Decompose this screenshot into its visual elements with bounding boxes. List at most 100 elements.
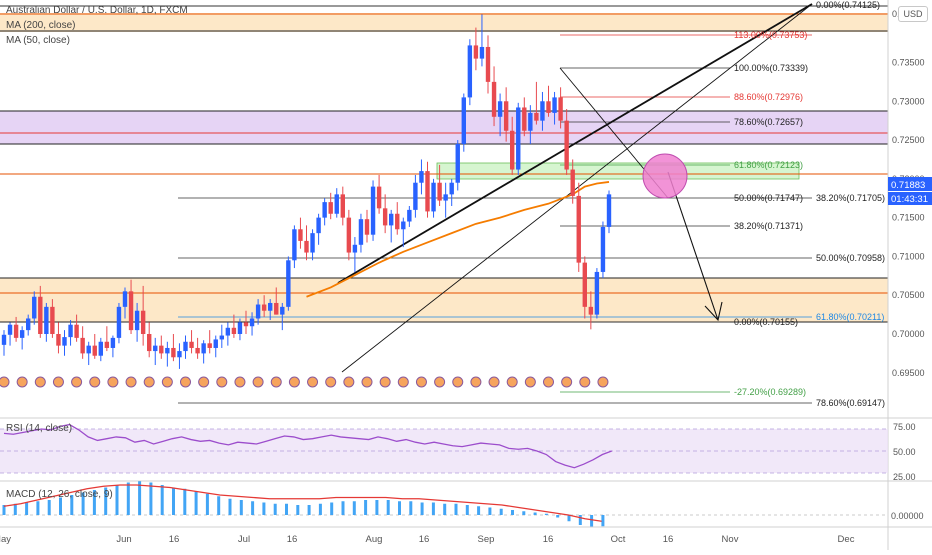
candle-body [116, 306, 122, 338]
event-icon [71, 376, 83, 388]
macd-histogram [2, 481, 605, 528]
macd-hist-bar [330, 502, 334, 515]
candle-body [534, 112, 539, 121]
candle-body [261, 304, 267, 311]
candle-body [564, 120, 569, 170]
macd-hist-bar [194, 491, 198, 515]
candle-body [56, 334, 61, 346]
price-axis[interactable] [888, 0, 932, 550]
event-icon [34, 376, 46, 388]
macd-hist-bar [590, 515, 594, 528]
macd-hist-bar [420, 502, 424, 515]
trendline [341, 3, 813, 373]
time-axis[interactable]: May Jun 16 Jul 16 Aug 16 Sep 16 Oct 16 Nov Dec [0, 534, 855, 545]
macd-hist-bar [92, 490, 96, 515]
current-price-badge [888, 177, 932, 191]
fib-label: 61.80%(0.70211) [816, 312, 884, 322]
candle-body [237, 322, 243, 334]
price-tick-label: 0.73000 [892, 96, 925, 106]
candle-body [413, 182, 418, 210]
event-icon [597, 376, 609, 388]
event-markers-layer [0, 376, 609, 388]
macd-hist-bar [443, 503, 447, 515]
macd-tick: 0.00000 [891, 511, 924, 521]
macd-hist-bar [126, 482, 130, 515]
candle-body [268, 302, 273, 311]
macd-hist-bar [318, 503, 322, 515]
macd-title: MACD (12, 26, close, 9) [6, 489, 113, 500]
candle-body [292, 229, 297, 261]
candle-body [274, 302, 279, 315]
macd-hist-bar [454, 503, 458, 515]
candle-body [503, 101, 509, 131]
macd-hist-bar [522, 511, 526, 515]
candle-body [134, 310, 140, 331]
candle-body [159, 345, 164, 354]
candle-body [195, 347, 200, 354]
macd-hist-bar [556, 515, 560, 518]
event-icon [543, 376, 554, 388]
candle-body [485, 46, 491, 82]
currency-button[interactable]: USD [898, 6, 928, 22]
candle-body [419, 171, 424, 183]
candle-body [552, 97, 557, 113]
candle-body [558, 97, 563, 121]
macd-hist-bar [364, 500, 368, 515]
macd-hist-bar [251, 501, 255, 515]
candle-body [510, 130, 515, 170]
candle-body [249, 318, 255, 327]
fib-label: 38.20%(0.71371) [734, 221, 803, 231]
event-icon [161, 376, 173, 388]
countdown-badge [888, 192, 932, 205]
macd-hist-bar [59, 497, 62, 515]
macd-hist-bar [499, 508, 503, 515]
event-icon [579, 376, 591, 388]
candle-body [213, 339, 218, 348]
candle-body [437, 182, 442, 201]
macd-hist-bar [36, 501, 40, 515]
current-price-label: 0.71883 [891, 180, 925, 191]
candle-body [50, 306, 55, 334]
candle-body [304, 240, 309, 253]
macd-hist-bar [228, 498, 232, 515]
candle-body [201, 343, 206, 354]
trendline [667, 171, 719, 321]
macd-hist-bar [465, 505, 469, 515]
candle-body [570, 169, 575, 196]
candle-body [7, 324, 13, 335]
macd-hist-bar [409, 501, 413, 515]
rsi-tick: 25.00 [893, 472, 916, 482]
macd-hist-bar [341, 501, 345, 515]
macd-hist-bar [296, 505, 300, 515]
event-icon [0, 376, 10, 388]
candle-body [140, 310, 146, 334]
fib-label: 61.80%(0.72123) [734, 160, 803, 170]
candle-body [352, 244, 358, 253]
price-tick-label: 0.72500 [892, 135, 925, 145]
candle-body [128, 291, 134, 331]
event-icon [180, 376, 191, 388]
price-tick-label: 0.71000 [892, 251, 925, 261]
event-icon [397, 376, 409, 388]
candle-body [1, 334, 7, 345]
event-icon [125, 376, 137, 388]
candle-body [298, 229, 303, 241]
macd-signal-line [3, 484, 602, 522]
event-icon [506, 376, 518, 388]
candle-body [183, 341, 188, 352]
candle-body [13, 324, 19, 338]
macd-hist-bar [47, 500, 51, 515]
event-icon [216, 376, 228, 388]
time-label: Jun [116, 534, 131, 545]
candle-body [606, 194, 612, 227]
candle-body [19, 330, 25, 338]
rsi-tick: 50.00 [893, 447, 916, 457]
candle-body [582, 262, 587, 307]
rsi-title: RSI (14, close) [6, 423, 72, 434]
macd-hist-bar [115, 485, 119, 515]
event-icon [234, 376, 246, 388]
fib-label: -27.20%(0.69289) [734, 387, 806, 397]
candle-body [189, 341, 194, 348]
event-icon [524, 376, 536, 388]
